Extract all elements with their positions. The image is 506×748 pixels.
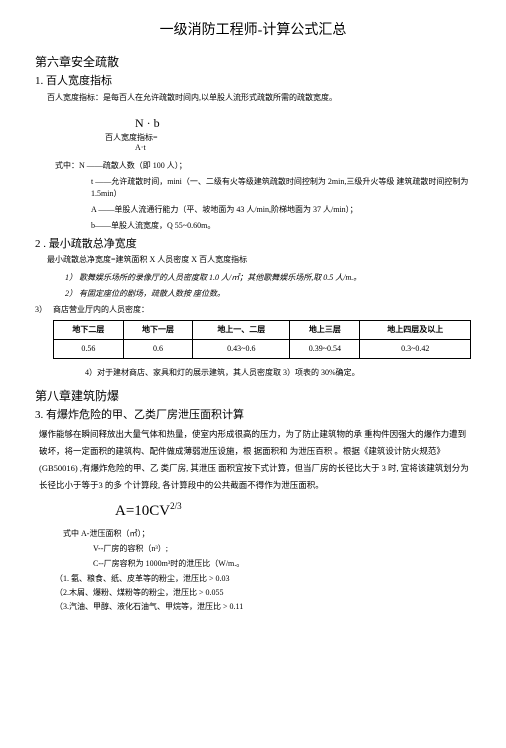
chapter-8-heading: 第八章建筑防爆 bbox=[35, 387, 471, 405]
section-2-heading: 2 . 最小疏散总净宽度 bbox=[35, 236, 471, 253]
list-item-1: （1. 氨、粮食、纸、皮革等的粉尘，泄压比 > 0.03 bbox=[55, 573, 471, 585]
chapter-6-heading: 第六章安全疏散 bbox=[35, 53, 471, 71]
section-1-heading: 1. 百人宽度指标 bbox=[35, 73, 471, 90]
section-3-label: 3） bbox=[35, 304, 53, 316]
document-title: 一级消防工程师-计算公式汇总 bbox=[35, 20, 471, 41]
section-1-desc: 百人宽度指标：是每百人在允许疏散时间内,以单股人流形式疏散所需的疏散宽度。 bbox=[47, 92, 471, 104]
td-5: 0.3~0.42 bbox=[360, 340, 471, 359]
section-3: 3） 商店营业厅内的人员密度： bbox=[35, 304, 471, 316]
section-3-heading: 商店营业厅内的人员密度： bbox=[53, 304, 149, 316]
td-3: 0.43~0.6 bbox=[193, 340, 290, 359]
table-header-row: 地下二层 地下一层 地上一、二层 地上三层 地上四层及以上 bbox=[54, 321, 471, 340]
where-N: 式中：N ——疏散人数（即 100 人）； bbox=[55, 160, 471, 172]
section-2-item-1: 1） 歌舞娱乐场所的录像厅的人员密度取 1.0 人/㎡；其他歌舞娱乐场所,取 0… bbox=[65, 272, 471, 284]
where-C: C--厂房容积为 1000m³时的泄压比（W/m.。 bbox=[93, 558, 471, 570]
table-row: 0.56 0.6 0.43~0.6 0.39~0.54 0.3~0.42 bbox=[54, 340, 471, 359]
td-2: 0.6 bbox=[123, 340, 193, 359]
th-4: 地上三层 bbox=[290, 321, 360, 340]
section-8-3-heading: 3. 有爆炸危险的甲、乙类厂房泄压面积计算 bbox=[35, 407, 471, 424]
td-1: 0.56 bbox=[54, 340, 124, 359]
formula-A-sup: 2/3 bbox=[170, 501, 182, 511]
th-5: 地上四层及以上 bbox=[360, 321, 471, 340]
formula-A-base: A=10CV bbox=[115, 503, 170, 519]
formula-1: N · b 百人宽度指标= A·t bbox=[105, 114, 471, 154]
section-8-3-body: 爆作能够在瞬间释放出大量气体和热量，使室内形成很高的压力，为了防止建筑物的承 重… bbox=[39, 426, 471, 494]
formula-1-numerator: N · b bbox=[135, 114, 471, 132]
formula-1-denominator: A·t bbox=[135, 142, 471, 154]
where-b: b——单股人流宽度，Q 55~0.60m。 bbox=[91, 220, 471, 232]
section-2-desc: 最小疏散总净宽度=建筑面积 X 人员密度 X 百人宽度指标 bbox=[47, 254, 471, 266]
where-A: A ——单股人流通行能力（平、坡地面为 43 人/min,阶梯地面为 37 人/… bbox=[91, 204, 471, 216]
section-3-note: 4）对于建材商店、家具和灯的展示建筑，其人员密度取 3）项表的 30%确定。 bbox=[85, 367, 471, 379]
section-2-item-2: 2） 有固定座位的剧场，疏散人数按 座位数。 bbox=[65, 288, 471, 300]
where-t: t ——允许疏散时间，mini（一、二级有火等级建筑疏散时间控制为 2min,三… bbox=[91, 176, 471, 200]
formula-A: A=10CV2/3 bbox=[115, 500, 471, 523]
th-2: 地下一层 bbox=[123, 321, 193, 340]
td-4: 0.39~0.54 bbox=[290, 340, 360, 359]
where-A2: 式中 A-泄压面积（㎡）； bbox=[63, 528, 471, 540]
list-item-3: （3.汽油、甲醇、液化石油气、甲烷等，泄压比 > 0.11 bbox=[55, 601, 471, 613]
density-table: 地下二层 地下一层 地上一、二层 地上三层 地上四层及以上 0.56 0.6 0… bbox=[53, 320, 471, 359]
th-1: 地下二层 bbox=[54, 321, 124, 340]
where-V: V--厂房的容积（n³）; bbox=[93, 543, 471, 555]
th-3: 地上一、二层 bbox=[193, 321, 290, 340]
list-item-2: （2.木屑、爆粉、煤粉等的粉尘，泄压比 > 0.055 bbox=[55, 587, 471, 599]
